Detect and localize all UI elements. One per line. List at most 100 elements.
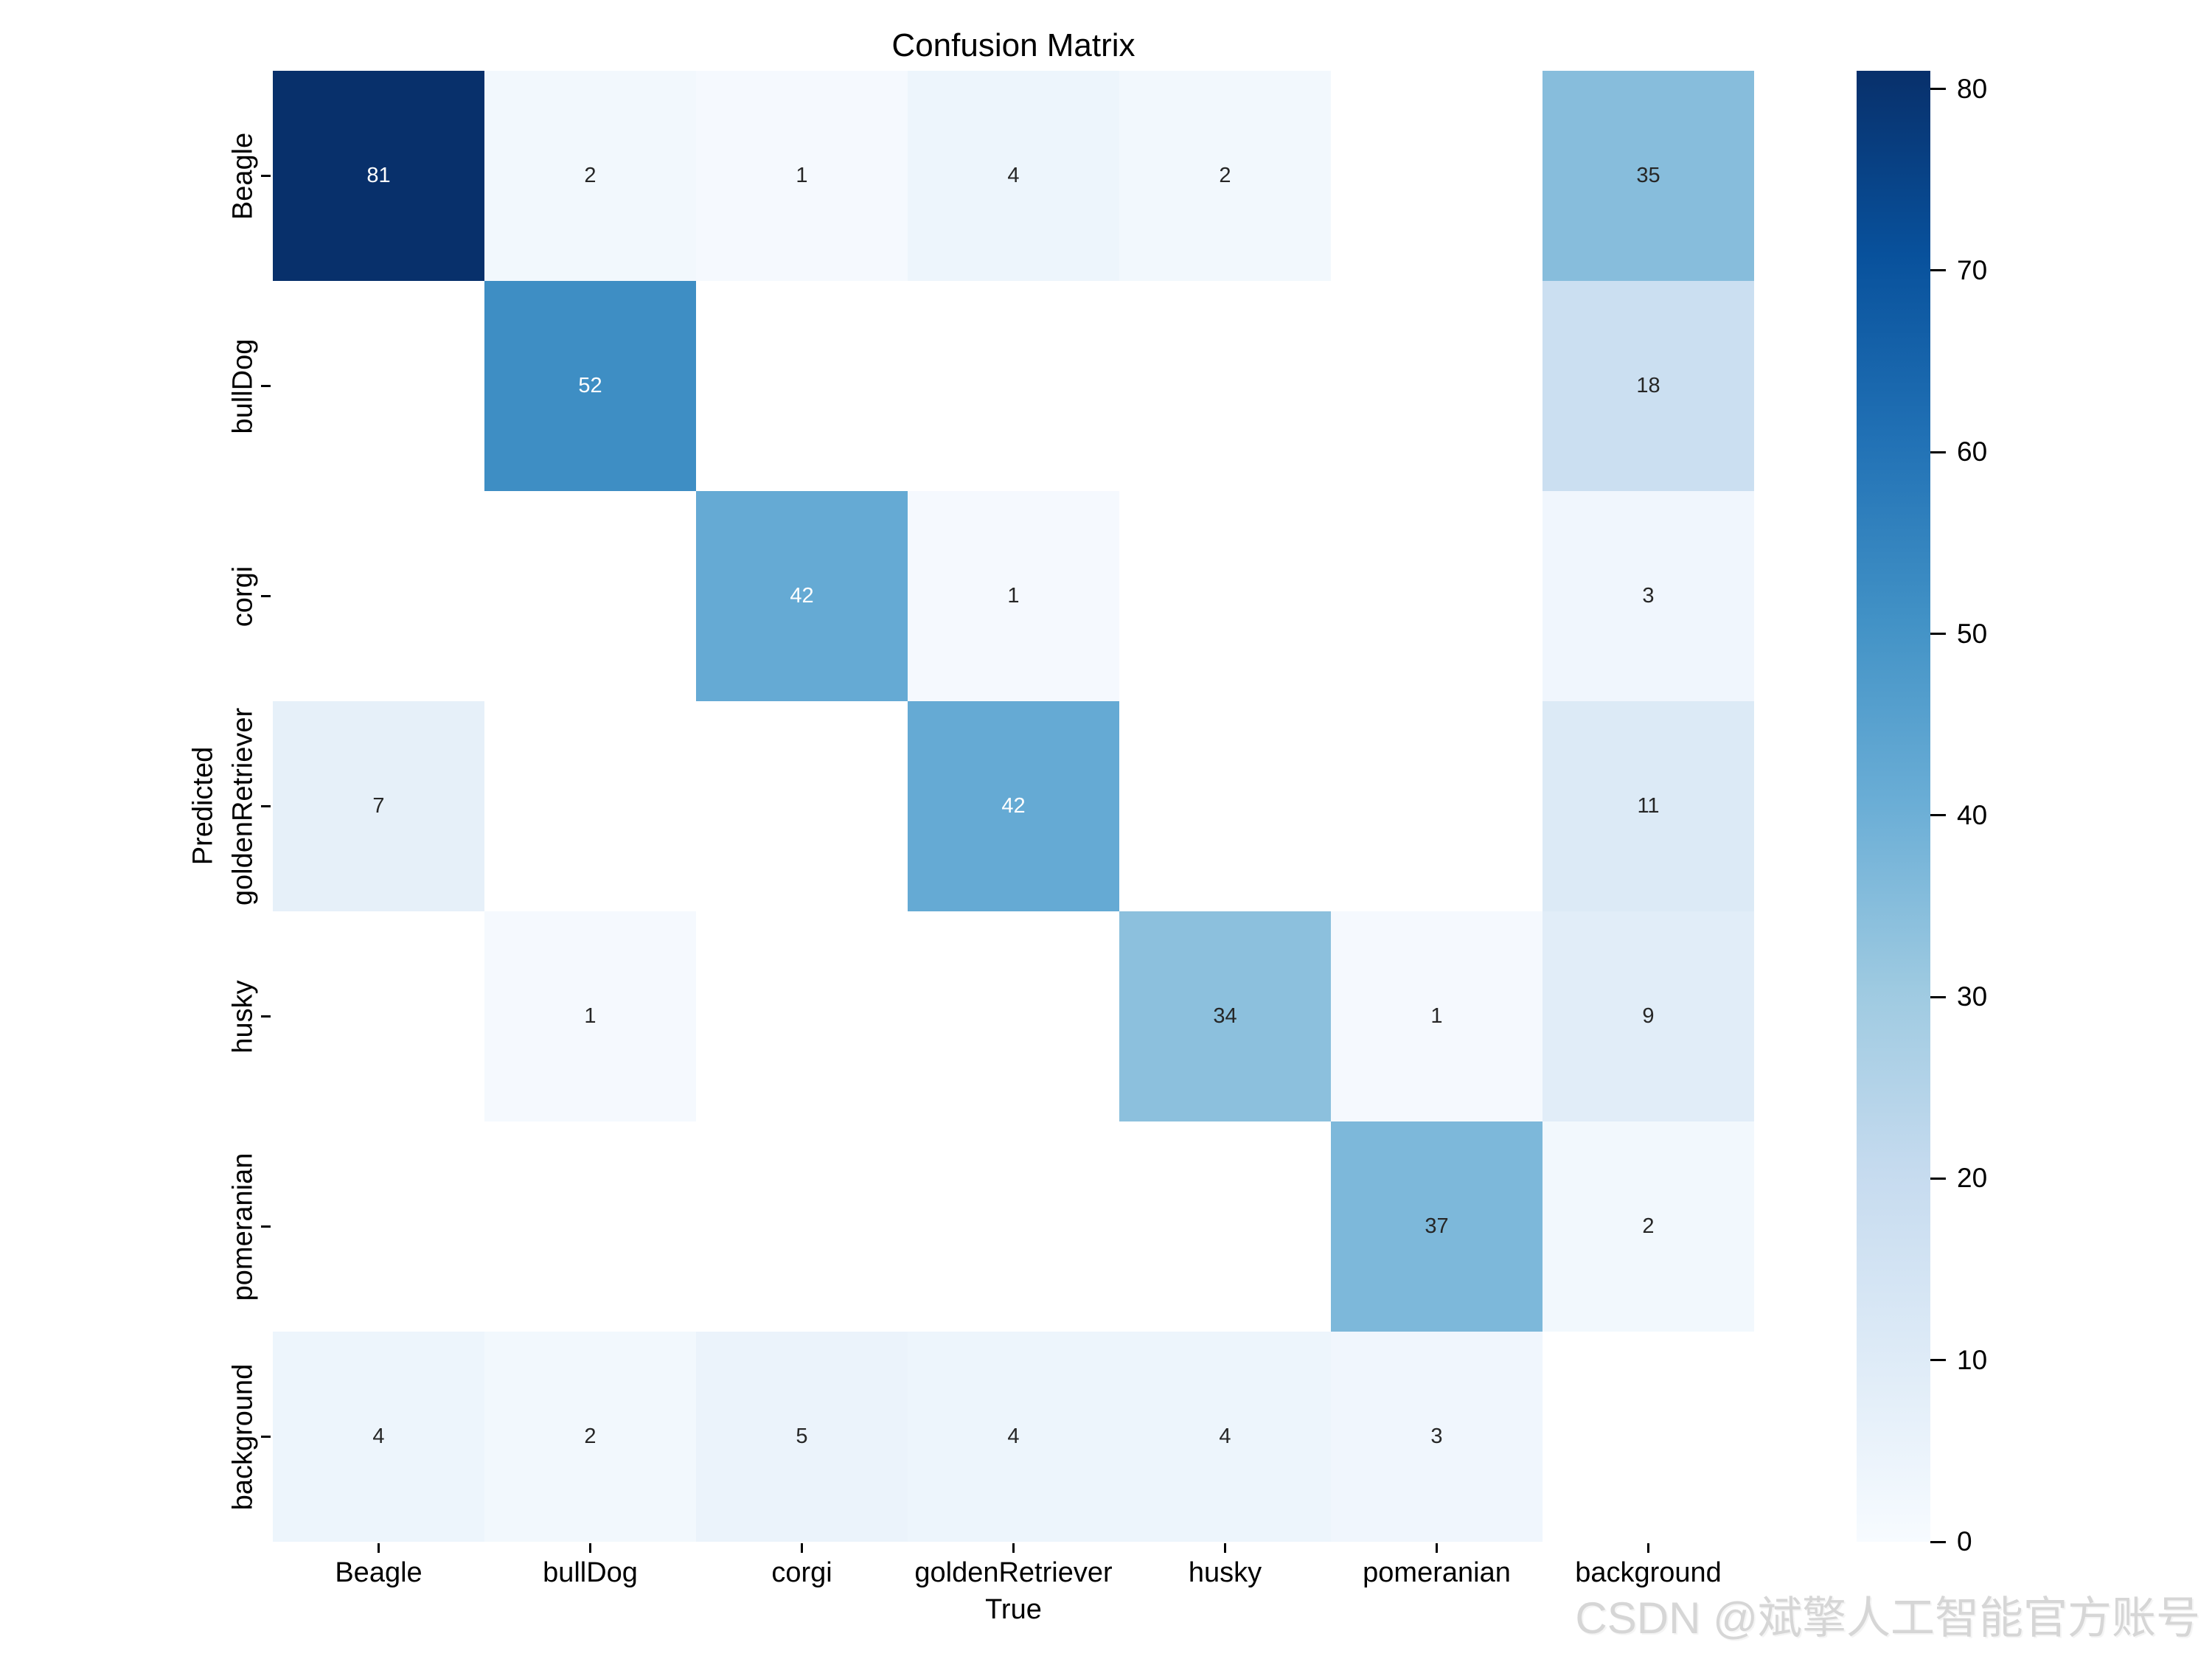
x-tick-label: goldenRetriever (914, 1557, 1113, 1588)
y-tick-mark (261, 1015, 271, 1018)
colorbar-tick-label: 10 (1957, 1344, 1988, 1375)
colorbar-tick-mark (1930, 451, 1946, 453)
heatmap-cell (1331, 71, 1543, 281)
heatmap-cell (1331, 281, 1543, 491)
x-tick-label: bullDog (543, 1557, 638, 1588)
heatmap-cell: 18 (1543, 281, 1754, 491)
heatmap-cell: 81 (273, 71, 484, 281)
heatmap-cell: 2 (484, 71, 696, 281)
x-axis-label: True (985, 1594, 1042, 1625)
y-tick-mark (261, 1436, 271, 1438)
cell-value: 34 (1213, 1004, 1237, 1028)
heatmap-cell (1331, 701, 1543, 911)
cell-value: 1 (584, 1004, 597, 1028)
x-tick-mark (378, 1543, 380, 1553)
heatmap-cell (696, 1121, 908, 1332)
heatmap-cell (273, 1121, 484, 1332)
x-tick-mark (1436, 1543, 1438, 1553)
x-tick-label: corgi (771, 1557, 832, 1588)
colorbar-tick-mark (1930, 995, 1946, 998)
heatmap-cell: 37 (1331, 1121, 1543, 1332)
colorbar-tick-mark (1930, 1359, 1946, 1362)
y-tick-mark (261, 1225, 271, 1228)
heatmap-cell (484, 701, 696, 911)
cell-value: 2 (584, 164, 597, 187)
heatmap-cell (1119, 281, 1331, 491)
heatmap-cell: 52 (484, 281, 696, 491)
x-tick-mark (589, 1543, 591, 1553)
heatmap-cell (273, 281, 484, 491)
heatmap-cell: 1 (1331, 911, 1543, 1121)
x-tick-mark (801, 1543, 803, 1553)
heatmap-cell (273, 491, 484, 701)
y-tick-label: goldenRetriever (227, 707, 259, 905)
heatmap-cell (1331, 491, 1543, 701)
heatmap-cell: 9 (1543, 911, 1754, 1121)
x-tick-mark (1012, 1543, 1015, 1553)
heatmap-cell (908, 281, 1119, 491)
x-tick-mark (1647, 1543, 1649, 1553)
x-tick-label: Beagle (335, 1557, 422, 1588)
heatmap-cell: 3 (1543, 491, 1754, 701)
colorbar-tick-mark (1930, 1177, 1946, 1180)
y-tick-mark (261, 385, 271, 387)
cell-value: 4 (1007, 164, 1020, 187)
x-tick-label: pomeranian (1363, 1557, 1511, 1588)
heatmap-cell: 5 (696, 1332, 908, 1542)
confusion-matrix-heatmap: 81 2 1 4 2 35 52 18 42 1 3 7 42 11 1 34 1 9 37 2 4 2 5 4 4 3 (273, 71, 1754, 1542)
x-tick-label: background (1575, 1557, 1722, 1588)
colorbar-gradient (1857, 71, 1930, 1542)
cell-value: 37 (1425, 1214, 1449, 1238)
colorbar-tick-label: 30 (1957, 981, 1988, 1012)
y-axis-label: Predicted (187, 746, 219, 866)
cell-value: 81 (366, 164, 391, 187)
cell-value: 4 (1007, 1425, 1020, 1448)
y-tick-label: corgi (227, 566, 259, 627)
colorbar-tick-label: 50 (1957, 618, 1988, 649)
cell-value: 4 (372, 1425, 385, 1448)
cell-value: 2 (1642, 1214, 1655, 1238)
cell-value: 35 (1636, 164, 1660, 187)
y-tick-label: background (227, 1363, 259, 1510)
heatmap-cell: 4 (273, 1332, 484, 1542)
colorbar-tick-label: 80 (1957, 73, 1988, 104)
heatmap-cell: 34 (1119, 911, 1331, 1121)
heatmap-cell (1119, 701, 1331, 911)
y-tick-mark (261, 805, 271, 807)
heatmap-cell: 42 (696, 491, 908, 701)
heatmap-cell: 4 (908, 71, 1119, 281)
heatmap-cell (273, 911, 484, 1121)
chart-title: Confusion Matrix (891, 27, 1135, 63)
x-tick-mark (1224, 1543, 1226, 1553)
colorbar-tick-mark (1930, 814, 1946, 817)
y-tick-mark (261, 595, 271, 597)
heatmap-cell: 2 (484, 1332, 696, 1542)
y-tick-label: Beagle (227, 132, 259, 220)
colorbar-tick-label: 20 (1957, 1163, 1988, 1194)
heatmap-cell (1543, 1332, 1754, 1542)
heatmap-cell (1119, 491, 1331, 701)
heatmap-cell: 4 (1119, 1332, 1331, 1542)
heatmap-cell: 4 (908, 1332, 1119, 1542)
heatmap-cell: 1 (908, 491, 1119, 701)
heatmap-cell (484, 491, 696, 701)
cell-value: 2 (584, 1425, 597, 1448)
cell-value: 1 (1430, 1004, 1443, 1028)
heatmap-cell: 2 (1119, 71, 1331, 281)
colorbar-tick-label: 40 (1957, 799, 1988, 830)
x-tick-label: husky (1188, 1557, 1262, 1588)
colorbar-tick-mark (1930, 633, 1946, 636)
colorbar-tick-mark (1930, 88, 1946, 91)
cell-value: 7 (372, 794, 385, 818)
cell-value: 4 (1219, 1425, 1231, 1448)
cell-value: 3 (1430, 1425, 1443, 1448)
heatmap-cell (1119, 1121, 1331, 1332)
colorbar-tick-label: 0 (1957, 1526, 1972, 1557)
y-tick-label: husky (227, 979, 259, 1054)
y-tick-label: pomeranian (227, 1152, 259, 1301)
cell-value: 18 (1636, 374, 1660, 397)
cell-value: 2 (1219, 164, 1231, 187)
heatmap-cell: 2 (1543, 1121, 1754, 1332)
heatmap-cell: 11 (1543, 701, 1754, 911)
heatmap-cell: 7 (273, 701, 484, 911)
